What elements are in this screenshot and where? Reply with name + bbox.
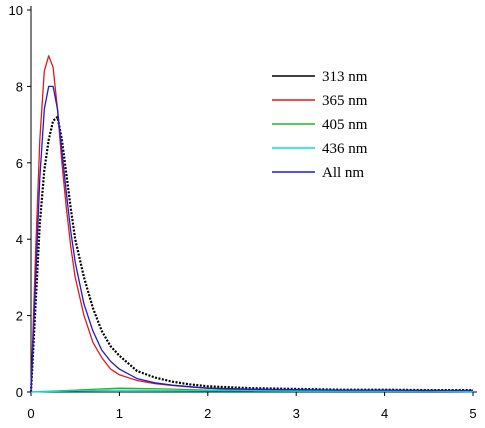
y-tick-label: 10 [9, 3, 23, 18]
legend-label: All nm [322, 165, 364, 181]
legend: 313 nm 365 nm 405 nm 436 nm All nm [272, 69, 368, 181]
y-tick-label: 8 [16, 79, 23, 94]
x-tick-label: 3 [293, 406, 300, 421]
x-tick-label: 1 [116, 406, 123, 421]
axis-ticks: 0 1 2 3 4 5 0 2 4 6 8 10 [9, 3, 477, 421]
series-line-0 [29, 115, 473, 393]
x-tick-label: 5 [469, 406, 476, 421]
series-line-4 [30, 85, 473, 393]
y-tick-label: 2 [16, 309, 23, 324]
y-tick-label: 0 [16, 385, 23, 400]
legend-label: 436 nm [322, 141, 368, 157]
legend-label: 313 nm [322, 69, 368, 85]
series-line-3 [30, 389, 474, 393]
x-tick-label: 4 [381, 406, 388, 421]
series-lines [29, 55, 474, 393]
axes [30, 6, 477, 396]
legend-label: 365 nm [322, 93, 368, 109]
x-tick-label: 0 [27, 406, 34, 421]
legend-label: 405 nm [322, 117, 368, 133]
y-tick-label: 4 [16, 232, 23, 247]
x-tick-label: 2 [204, 406, 211, 421]
y-tick-label: 6 [16, 156, 23, 171]
